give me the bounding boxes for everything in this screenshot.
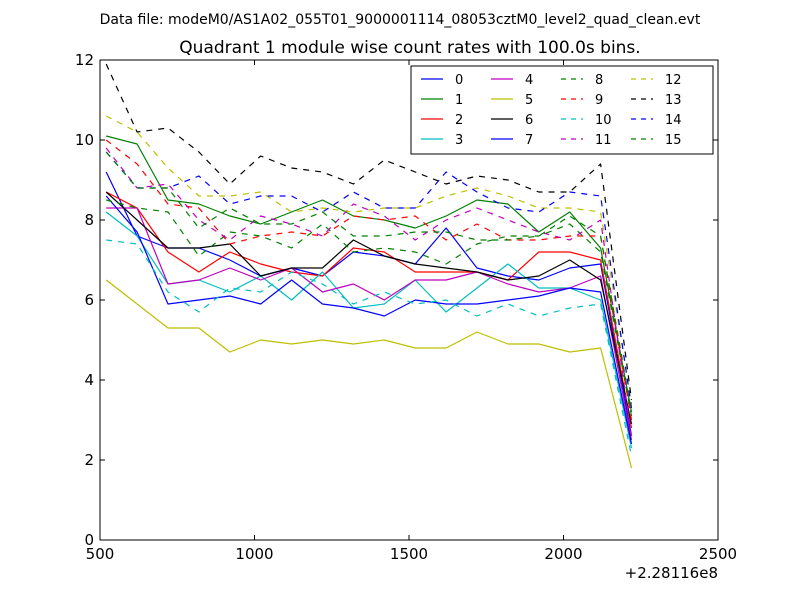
series-line-7 bbox=[105, 195, 633, 445]
series-line-6 bbox=[105, 191, 633, 425]
y-tick-label: 10 bbox=[75, 131, 94, 149]
series-line-4 bbox=[106, 207, 633, 441]
legend-label-5: 5 bbox=[525, 93, 533, 108]
y-tick-label: 12 bbox=[75, 51, 94, 69]
legend-label-2: 2 bbox=[455, 113, 463, 128]
y-tick-label: 4 bbox=[84, 371, 94, 389]
legend-label-0: 0 bbox=[455, 73, 463, 88]
legend-label-6: 6 bbox=[525, 113, 533, 128]
legend-label-12: 12 bbox=[665, 73, 682, 88]
series-line-5 bbox=[105, 279, 633, 469]
y-tick-label: 0 bbox=[84, 531, 94, 549]
x-tick-label: 1000 bbox=[235, 545, 273, 563]
series-line-15 bbox=[105, 151, 633, 413]
series-layer bbox=[105, 63, 633, 469]
legend-label-10: 10 bbox=[595, 113, 612, 128]
series-line-10 bbox=[106, 239, 633, 457]
series-line-9 bbox=[105, 139, 633, 421]
y-tick-label: 2 bbox=[84, 451, 94, 469]
y-tick-label: 8 bbox=[84, 211, 94, 229]
legend-label-9: 9 bbox=[595, 93, 603, 108]
x-tick-label: 2000 bbox=[544, 545, 582, 563]
x-axis-offset-label: +2.28116e8 bbox=[625, 564, 718, 582]
figure-suptitle: Data file: modeM0/AS1A02_055T01_90000011… bbox=[100, 12, 701, 28]
legend-label-4: 4 bbox=[525, 73, 533, 88]
x-tick-label: 500 bbox=[86, 545, 115, 563]
series-line-14 bbox=[105, 151, 633, 409]
legend-label-11: 11 bbox=[595, 133, 612, 148]
y-tick-label: 6 bbox=[84, 291, 94, 309]
legend-label-13: 13 bbox=[665, 93, 682, 108]
legend-label-3: 3 bbox=[455, 133, 463, 148]
legend-label-8: 8 bbox=[595, 73, 603, 88]
series-line-8 bbox=[106, 199, 633, 417]
series-line-12 bbox=[105, 115, 633, 405]
legend-label-15: 15 bbox=[665, 133, 682, 148]
legend-label-1: 1 bbox=[455, 93, 463, 108]
x-tick-label: 2500 bbox=[699, 545, 737, 563]
series-line-13 bbox=[105, 63, 633, 401]
legend-label-14: 14 bbox=[665, 113, 682, 128]
legend-label-7: 7 bbox=[525, 133, 533, 148]
x-tick-label: 1500 bbox=[390, 545, 428, 563]
chart-title: Quadrant 1 module wise count rates with … bbox=[179, 38, 640, 58]
